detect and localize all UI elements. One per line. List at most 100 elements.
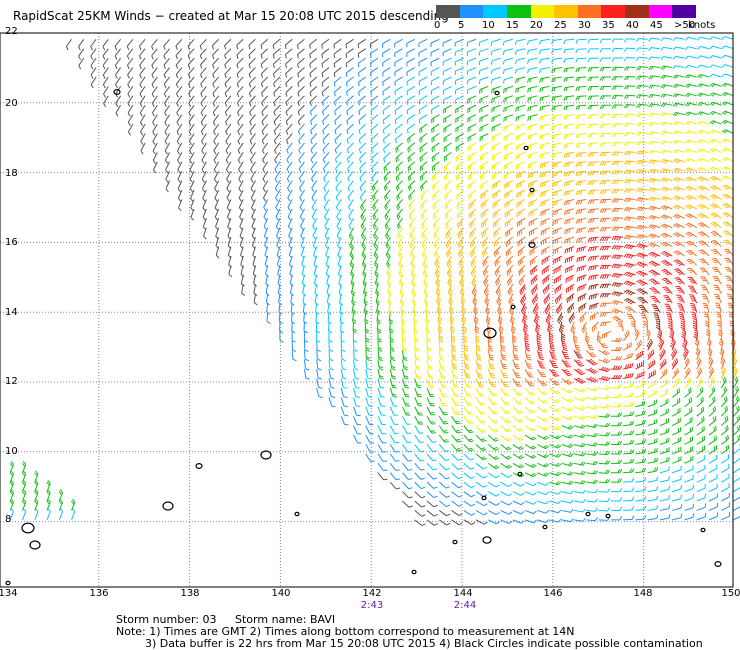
wind-barb bbox=[384, 218, 391, 230]
wind-barb bbox=[475, 500, 488, 507]
wind-barb bbox=[212, 48, 220, 60]
wind-barb bbox=[398, 274, 404, 287]
wind-barb bbox=[426, 397, 435, 407]
wind-barb bbox=[684, 357, 690, 370]
wind-barb bbox=[478, 38, 489, 47]
wind-barb bbox=[410, 265, 416, 278]
wind-barb bbox=[561, 396, 574, 403]
wind-barb bbox=[322, 114, 330, 125]
wind-barb bbox=[352, 350, 359, 362]
wind-barb bbox=[385, 236, 391, 249]
wind-barb bbox=[488, 519, 500, 525]
wind-barb bbox=[635, 419, 646, 427]
wind-barb bbox=[398, 265, 403, 278]
wind-barb bbox=[635, 400, 646, 408]
wind-barb bbox=[127, 114, 134, 127]
wind-barb bbox=[389, 321, 394, 334]
wind-barb bbox=[524, 397, 536, 405]
wind-barb bbox=[418, 114, 428, 124]
wind-barb bbox=[551, 142, 562, 149]
wind-barb bbox=[672, 456, 682, 464]
wind-barb bbox=[65, 38, 72, 51]
wind-barb bbox=[721, 138, 734, 144]
wind-barb bbox=[349, 236, 354, 249]
wind-barb bbox=[542, 283, 550, 295]
wind-barb bbox=[163, 76, 171, 88]
wind-barb bbox=[574, 433, 586, 438]
wind-barb bbox=[324, 227, 330, 240]
wind-barb bbox=[674, 268, 685, 276]
wind-barb bbox=[446, 255, 452, 268]
wind-barb bbox=[504, 180, 514, 189]
wind-barb bbox=[573, 359, 585, 367]
wind-barb bbox=[349, 246, 354, 259]
wind-barb bbox=[684, 377, 692, 389]
wind-barb bbox=[316, 387, 323, 399]
wind-barb bbox=[635, 252, 648, 259]
wind-barb bbox=[723, 239, 734, 247]
wind-barb bbox=[554, 283, 563, 294]
wind-barb bbox=[611, 245, 624, 250]
wind-barb bbox=[284, 38, 293, 50]
wind-barb bbox=[540, 208, 550, 217]
wind-barb bbox=[659, 418, 670, 427]
wind-barb bbox=[334, 152, 342, 164]
wind-barb bbox=[298, 170, 305, 183]
wind-barb bbox=[475, 444, 487, 452]
wind-barb bbox=[512, 406, 524, 414]
wind-barb bbox=[586, 507, 598, 512]
wind-barb bbox=[479, 161, 489, 171]
wind-barb bbox=[495, 284, 502, 296]
wind-barb bbox=[564, 246, 575, 254]
wind-barb bbox=[697, 194, 710, 200]
wind-barb bbox=[389, 444, 400, 453]
wind-barb bbox=[431, 114, 440, 124]
wind-barb bbox=[480, 180, 489, 190]
wind-barb bbox=[539, 38, 550, 45]
wind-barb bbox=[321, 104, 330, 116]
wind-barb bbox=[623, 458, 635, 464]
wind-barb bbox=[635, 477, 647, 483]
wind-barb bbox=[253, 284, 258, 296]
wind-barb bbox=[574, 499, 586, 504]
wind-barb bbox=[587, 217, 599, 224]
island-outline bbox=[510, 304, 516, 310]
wind-barb bbox=[250, 189, 256, 202]
wind-barb bbox=[425, 312, 430, 325]
wind-barb bbox=[361, 236, 367, 249]
wind-barb bbox=[636, 84, 648, 90]
wind-barb bbox=[573, 331, 578, 343]
wind-barb bbox=[599, 283, 611, 289]
wind-barb bbox=[733, 516, 740, 521]
wind-barb bbox=[623, 271, 636, 278]
wind-barb bbox=[419, 151, 428, 162]
wind-barb bbox=[451, 415, 461, 425]
wind-barb bbox=[324, 218, 330, 230]
wind-barb bbox=[139, 104, 146, 117]
wind-barb bbox=[635, 505, 647, 511]
wind-barb bbox=[512, 425, 524, 432]
island-outline bbox=[5, 580, 11, 586]
wind-barb bbox=[262, 180, 269, 193]
wind-barb bbox=[273, 104, 281, 116]
wind-speed-color-scale bbox=[436, 5, 697, 18]
wind-barb bbox=[588, 264, 599, 271]
wind-barb bbox=[586, 517, 598, 522]
wind-barb bbox=[527, 85, 538, 93]
wind-barb bbox=[518, 274, 526, 286]
wind-barb bbox=[527, 170, 538, 179]
wind-barb bbox=[623, 382, 634, 389]
wind-barb bbox=[587, 133, 599, 138]
wind-barb bbox=[426, 425, 436, 434]
wind-barb bbox=[586, 470, 599, 475]
lon-label-144: 144 bbox=[453, 588, 473, 599]
wind-barb bbox=[309, 86, 318, 97]
wind-barb bbox=[201, 142, 207, 155]
wind-barb bbox=[371, 152, 379, 163]
wind-barb bbox=[623, 66, 636, 71]
wind-barb bbox=[635, 187, 648, 193]
wind-barb bbox=[336, 208, 342, 221]
wind-barb bbox=[575, 180, 587, 186]
wind-barb bbox=[721, 512, 731, 521]
wind-barb bbox=[623, 57, 636, 62]
